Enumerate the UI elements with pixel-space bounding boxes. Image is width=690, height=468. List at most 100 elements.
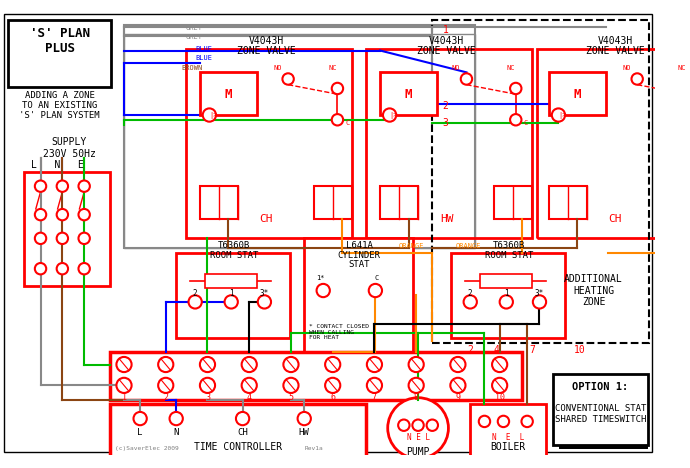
Text: 4: 4 bbox=[247, 393, 252, 402]
Circle shape bbox=[117, 357, 132, 372]
Circle shape bbox=[464, 295, 477, 308]
Bar bbox=[471, 404, 546, 466]
Text: 1: 1 bbox=[121, 393, 126, 402]
Text: 10: 10 bbox=[573, 345, 585, 355]
Text: V4043H: V4043H bbox=[598, 36, 633, 46]
Text: STAT: STAT bbox=[348, 260, 370, 270]
Bar bbox=[8, 20, 110, 87]
Circle shape bbox=[158, 357, 173, 372]
Circle shape bbox=[367, 378, 382, 393]
Text: CYLINDER: CYLINDER bbox=[338, 251, 381, 260]
Text: 2: 2 bbox=[164, 393, 168, 402]
Circle shape bbox=[258, 295, 271, 308]
Text: 2: 2 bbox=[193, 289, 197, 298]
Text: 3*: 3* bbox=[535, 289, 544, 298]
Circle shape bbox=[408, 357, 424, 372]
Text: 2: 2 bbox=[467, 345, 473, 355]
Text: ADDITIONAL
HEATING
ZONE: ADDITIONAL HEATING ZONE bbox=[564, 274, 623, 307]
Text: ORANGE: ORANGE bbox=[456, 243, 482, 249]
Text: 1: 1 bbox=[229, 289, 233, 298]
Circle shape bbox=[681, 83, 690, 94]
Text: TIME CONTROLLER: TIME CONTROLLER bbox=[194, 442, 282, 452]
Bar bbox=[186, 49, 352, 238]
Text: |>: |> bbox=[209, 111, 217, 118]
Bar bbox=[200, 73, 257, 115]
Text: BOILER: BOILER bbox=[491, 442, 526, 452]
Circle shape bbox=[681, 114, 690, 125]
Circle shape bbox=[325, 357, 340, 372]
Circle shape bbox=[388, 398, 448, 459]
Text: C: C bbox=[345, 120, 349, 125]
Circle shape bbox=[631, 73, 643, 85]
Circle shape bbox=[57, 263, 68, 274]
Text: OPTION 1:: OPTION 1: bbox=[577, 383, 629, 393]
Text: L641A: L641A bbox=[346, 241, 373, 250]
Text: T6360B: T6360B bbox=[218, 241, 250, 250]
Circle shape bbox=[282, 73, 294, 85]
Circle shape bbox=[284, 378, 299, 393]
Text: BLUE: BLUE bbox=[195, 55, 212, 61]
Bar bbox=[451, 253, 565, 338]
Text: M: M bbox=[573, 88, 581, 101]
Text: ROOM STAT: ROOM STAT bbox=[485, 251, 533, 260]
Text: OPTION 1:: OPTION 1: bbox=[572, 382, 629, 392]
Bar bbox=[380, 186, 418, 219]
Circle shape bbox=[117, 378, 132, 393]
Text: (c)SaverElec 2009: (c)SaverElec 2009 bbox=[115, 446, 178, 452]
Circle shape bbox=[79, 233, 90, 244]
Text: NC: NC bbox=[328, 65, 337, 71]
Circle shape bbox=[79, 263, 90, 274]
Bar bbox=[663, 186, 690, 219]
Bar bbox=[549, 186, 587, 219]
Text: ORANGE: ORANGE bbox=[399, 243, 424, 249]
Text: NO: NO bbox=[273, 65, 282, 71]
Text: C: C bbox=[523, 120, 528, 125]
Text: V4043H: V4043H bbox=[248, 36, 284, 46]
Text: |>: |> bbox=[389, 111, 397, 118]
Text: ZONE VALVE: ZONE VALVE bbox=[237, 45, 296, 56]
Text: CH: CH bbox=[237, 428, 248, 437]
Circle shape bbox=[479, 416, 490, 427]
Bar bbox=[553, 374, 648, 445]
Circle shape bbox=[297, 412, 311, 425]
Text: 6: 6 bbox=[331, 393, 335, 402]
Text: BROWN: BROWN bbox=[181, 65, 202, 71]
Circle shape bbox=[451, 378, 466, 393]
Circle shape bbox=[236, 412, 249, 425]
Bar bbox=[549, 73, 606, 115]
Circle shape bbox=[383, 109, 396, 122]
Circle shape bbox=[241, 357, 257, 372]
Circle shape bbox=[284, 357, 299, 372]
Circle shape bbox=[510, 83, 522, 94]
Circle shape bbox=[188, 295, 201, 308]
Text: 2: 2 bbox=[443, 101, 448, 110]
Circle shape bbox=[34, 181, 46, 192]
Text: BLUE: BLUE bbox=[195, 46, 212, 51]
Bar bbox=[314, 186, 352, 219]
Circle shape bbox=[398, 419, 410, 431]
Circle shape bbox=[533, 295, 546, 308]
Circle shape bbox=[510, 114, 522, 125]
Bar bbox=[380, 73, 437, 115]
Circle shape bbox=[408, 378, 424, 393]
Text: CONVENTIONAL STAT
SHARED TIMESWITCH: CONVENTIONAL STAT SHARED TIMESWITCH bbox=[555, 404, 646, 424]
Text: N: N bbox=[173, 428, 179, 437]
Bar bbox=[176, 253, 290, 338]
Circle shape bbox=[332, 114, 343, 125]
Circle shape bbox=[325, 378, 340, 393]
Circle shape bbox=[200, 378, 215, 393]
Circle shape bbox=[413, 419, 424, 431]
Circle shape bbox=[522, 416, 533, 427]
Bar bbox=[433, 20, 649, 343]
Circle shape bbox=[57, 233, 68, 244]
Circle shape bbox=[317, 284, 330, 297]
Text: N  E  L: N E L bbox=[492, 433, 524, 442]
Text: PUMP: PUMP bbox=[406, 447, 430, 457]
Text: NO: NO bbox=[622, 65, 631, 71]
Text: 3: 3 bbox=[443, 117, 448, 128]
Circle shape bbox=[200, 357, 215, 372]
Circle shape bbox=[203, 109, 216, 122]
Text: 1*: 1* bbox=[316, 275, 324, 281]
Text: SUPPLY
230V 50Hz: SUPPLY 230V 50Hz bbox=[43, 138, 95, 159]
Text: ROOM STAT: ROOM STAT bbox=[210, 251, 258, 260]
